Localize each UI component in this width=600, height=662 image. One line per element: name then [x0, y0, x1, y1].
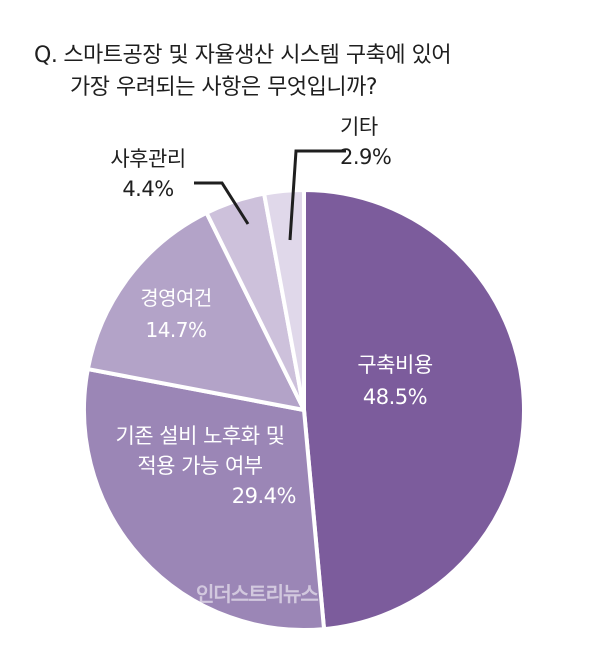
pie-slice-2 — [82, 367, 327, 632]
slice-1-label: 구축비용 — [357, 353, 432, 377]
slice-4-label: 사후관리 — [110, 147, 185, 171]
question-line-2: 가장 우려되는 사항은 무엇입니까? — [70, 75, 378, 100]
slice-labels: 구축비용 48.5% 기존 설비 노후화 및적용 가능 여부 29.4% 경영여건 14.… — [110, 115, 433, 508]
slice-5-value: 2.9% — [340, 145, 391, 169]
slice-5-label: 기타 — [340, 115, 378, 139]
watermark: 인더스트리뉴스 — [196, 582, 319, 606]
slice-4-value: 4.4% — [122, 177, 173, 201]
question-prefix: Q. — [34, 43, 58, 68]
slice-3-label: 경영여건 — [140, 286, 212, 310]
leader-line-5 — [288, 149, 346, 241]
pie-slice-3 — [85, 210, 306, 412]
pie-slice-1 — [302, 188, 526, 632]
slice-1-value: 48.5% — [363, 385, 427, 409]
pie-slice-5 — [262, 188, 306, 412]
slice-2-value: 29.4% — [232, 484, 296, 508]
pie-slices — [82, 188, 526, 632]
slice-2-label: 적용 가능 여부 — [137, 454, 262, 478]
leader-lines — [194, 149, 346, 241]
question-line-1: 스마트공장 및 자율생산 시스템 구축에 있어 — [63, 43, 452, 68]
chart-question: Q. 스마트공장 및 자율생산 시스템 구축에 있어 가장 우려되는 사항은 무엇… — [34, 40, 574, 104]
slice-3-value: 14.7% — [145, 318, 206, 342]
slice-2-label: 기존 설비 노후화 및 — [115, 424, 284, 448]
leader-line-4 — [194, 181, 250, 225]
